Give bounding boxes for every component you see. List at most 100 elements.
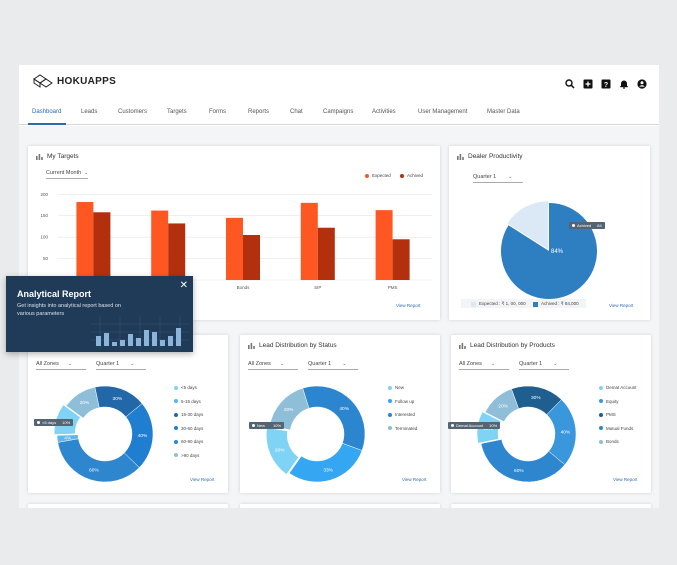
quarter-select[interactable]: Quarter 1 ⌄ bbox=[96, 361, 146, 370]
slice-5-15-days[interactable] bbox=[56, 434, 79, 443]
bar-expected-1[interactable] bbox=[151, 210, 169, 280]
slice-expected[interactable] bbox=[507, 201, 549, 250]
view-report-link[interactable]: View Report bbox=[402, 477, 427, 482]
productivity-legend-bar bbox=[461, 299, 586, 308]
slice-label: 20% bbox=[275, 447, 285, 453]
slice-follow-up[interactable] bbox=[288, 442, 363, 483]
view-report-link[interactable]: View Report bbox=[613, 477, 638, 482]
quarter-select[interactable]: Quarter 1 ⌄ bbox=[519, 361, 569, 370]
chevron-down-icon: ⌄ bbox=[490, 361, 496, 367]
tooltip-value: 10% bbox=[62, 420, 71, 425]
analytics-illustration-icon bbox=[90, 316, 190, 348]
legend-label: Interested bbox=[395, 412, 416, 417]
chart-tooltip: Achived 84 bbox=[569, 222, 605, 229]
active-tab-indicator bbox=[28, 123, 66, 125]
lead-products-donut: 20% 30% 40% 60% 18% bbox=[476, 385, 577, 483]
search-icon[interactable] bbox=[565, 79, 575, 89]
bar-achived-3[interactable] bbox=[317, 227, 335, 280]
bar-expected-4[interactable] bbox=[375, 210, 393, 280]
slice-mutual-funds[interactable] bbox=[480, 439, 566, 483]
tab-forms[interactable]: Forms bbox=[209, 109, 226, 115]
header-icons: ? bbox=[565, 79, 647, 89]
view-report-link[interactable]: View Report bbox=[190, 477, 215, 482]
bar-achived-1[interactable] bbox=[168, 223, 186, 280]
slice-label: 33% bbox=[323, 467, 333, 473]
legend-label: <5 days bbox=[181, 385, 197, 390]
view-report-link[interactable]: View Report bbox=[396, 303, 421, 308]
zone-select-value: All Zones bbox=[248, 361, 271, 367]
legend-swatch bbox=[174, 426, 178, 430]
tab-dashboard[interactable]: Dashboard bbox=[32, 109, 62, 115]
view-report-link[interactable]: View Report bbox=[609, 303, 634, 308]
slice-label: 4% bbox=[64, 435, 72, 441]
app-logo[interactable]: HOKUAPPS bbox=[32, 73, 116, 89]
legend-item: <5 days bbox=[174, 385, 197, 390]
legend-achieved: Achived : ₹ 84,000 bbox=[533, 301, 579, 307]
legend-item: New bbox=[388, 385, 404, 390]
chevron-down-icon: ⌄ bbox=[130, 361, 135, 367]
quarter-select-value: Quarter 1 bbox=[308, 361, 332, 367]
slice-interested[interactable] bbox=[302, 385, 366, 451]
user-icon[interactable] bbox=[637, 79, 647, 89]
quarter-select[interactable]: Quarter 1 ⌄ bbox=[473, 174, 523, 183]
quarter-select[interactable]: Quarter 1 ⌄ bbox=[308, 361, 358, 370]
slice-label: 30% bbox=[113, 396, 123, 402]
legend-swatch bbox=[388, 426, 392, 430]
tab-chat[interactable]: Chat bbox=[290, 109, 303, 115]
tab-user-management[interactable]: User Management bbox=[418, 109, 468, 115]
close-icon[interactable]: ✕ bbox=[179, 280, 188, 291]
bar-achived-2[interactable] bbox=[243, 235, 260, 280]
legend-swatch bbox=[365, 173, 369, 178]
tooltip-value: 10% bbox=[273, 423, 282, 428]
period-select[interactable]: Current Month ⌄ bbox=[46, 170, 89, 179]
legend-label: 15-30 days bbox=[181, 412, 204, 417]
legend-label: Achived : ₹ 84,000 bbox=[541, 301, 579, 306]
legend-item: Follow up bbox=[388, 399, 414, 404]
lead-status-donut: 20% 40% 33% 20% bbox=[266, 385, 366, 483]
bar-achived-0[interactable] bbox=[93, 212, 111, 280]
main-nav: Dashboard Leads Customers Targets Forms … bbox=[19, 103, 659, 125]
tooltip-label: New bbox=[257, 423, 266, 428]
slice-label: 60% bbox=[514, 468, 524, 474]
zone-select[interactable]: All Zones ⌄ bbox=[36, 361, 86, 370]
bottom-card bbox=[28, 504, 228, 508]
zone-select[interactable]: All Zones ⌄ bbox=[248, 361, 298, 370]
legend-expected: Expected bbox=[365, 173, 391, 178]
bar-achived-4[interactable] bbox=[392, 239, 410, 280]
legend-item: 60-90 days bbox=[174, 439, 203, 444]
legend-item: 15-30 days bbox=[174, 412, 203, 417]
bell-icon[interactable] bbox=[619, 79, 629, 89]
tab-customers[interactable]: Customers bbox=[118, 109, 148, 115]
card-title: Lead Distribution by Products bbox=[459, 342, 555, 349]
tooltip-label: Achived bbox=[577, 223, 592, 228]
legend-achieved: Achived bbox=[400, 173, 423, 178]
add-icon[interactable] bbox=[583, 79, 593, 89]
y-tick-label: 100 bbox=[40, 235, 48, 240]
bar-expected-2[interactable] bbox=[226, 217, 243, 280]
tab-leads[interactable]: Leads bbox=[81, 109, 98, 115]
legend-label: 30-60 days bbox=[181, 425, 204, 431]
tab-master-data[interactable]: Master Data bbox=[487, 109, 520, 115]
legend-item: 30-60 days bbox=[174, 426, 203, 431]
slice-60-90-days[interactable] bbox=[57, 438, 140, 483]
tab-campaigns[interactable]: Campaigns bbox=[323, 109, 354, 115]
bar-expected-0[interactable] bbox=[76, 202, 94, 280]
zone-select[interactable]: All Zones ⌄ bbox=[459, 361, 509, 370]
bar-chart-icon bbox=[457, 153, 464, 160]
svg-text:?: ? bbox=[604, 82, 608, 89]
chevron-down-icon: ⌄ bbox=[342, 361, 347, 367]
legend-label: Terminated bbox=[395, 425, 418, 431]
slice-label: 84% bbox=[551, 249, 564, 255]
legend-swatch bbox=[400, 173, 404, 178]
slice-label: 20% bbox=[284, 407, 294, 413]
tab-activities[interactable]: Activities bbox=[372, 109, 396, 115]
legend-item: >90 days bbox=[174, 453, 199, 458]
help-icon[interactable]: ? bbox=[601, 79, 611, 89]
tab-targets[interactable]: Targets bbox=[167, 109, 187, 115]
legend-swatch bbox=[533, 301, 538, 307]
lead-products-title: Lead Distribution by Products bbox=[470, 342, 555, 349]
legend-swatch bbox=[174, 412, 178, 417]
quarter-select-value: Quarter 1 bbox=[96, 361, 120, 367]
tab-reports[interactable]: Reports bbox=[248, 109, 270, 115]
bar-expected-3[interactable] bbox=[300, 202, 318, 280]
